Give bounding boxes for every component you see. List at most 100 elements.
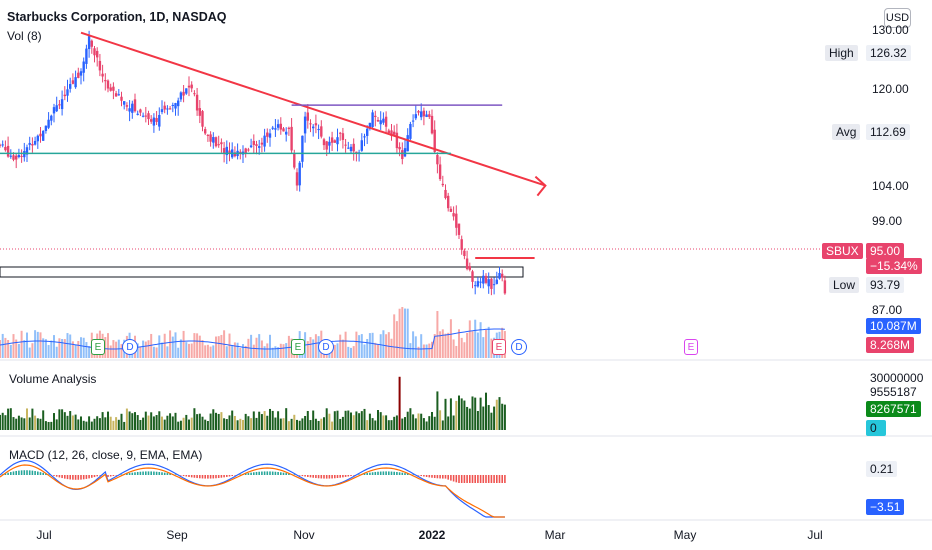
candle-body [266,132,269,137]
volume-bar [142,340,145,358]
volume-ma-tag: 10.087M [866,318,921,334]
dividend-icon[interactable]: D [318,339,334,355]
va-bar [382,415,385,430]
va-bar [39,418,42,430]
candle-body [468,266,471,270]
volume-bar [1,333,4,358]
va-bar [198,413,201,430]
va-bar [452,415,455,430]
earnings-icon[interactable]: E [492,339,506,355]
va-bar [401,418,404,430]
macd-hist-bar [477,475,479,483]
va-bar [147,415,150,430]
candle-body [225,146,228,156]
macd-hist-bar [12,471,15,475]
macd-hist-bar [150,471,152,475]
macd-value-tag: −3.51 [866,499,905,515]
time-label: Jul [807,528,823,542]
volume-bar [422,344,425,358]
candle-body [152,117,156,126]
change-pct-tag: −15.34% [866,258,922,274]
volume-bar [85,342,88,358]
candle-body [17,155,21,158]
va-value-label: 9555187 [870,385,917,399]
va-bar [304,415,307,430]
va-bar [36,418,39,430]
macd-hist-bar [128,473,131,475]
avg-key-label: Avg [832,124,861,140]
va-bar [93,418,96,430]
price-tick: 104.00 [872,179,909,193]
earnings-icon[interactable]: E [291,339,305,355]
macd-hist-bar [158,471,161,475]
macd-hist-bar [163,472,166,475]
candle-body [374,115,377,117]
macd-hist-bar [487,475,490,483]
volume-bar [455,345,458,358]
time-label: 2022 [418,528,446,542]
volume-bar [420,334,423,358]
va-bar [341,416,344,430]
macd-hist-bar [490,475,493,483]
macd-hist-bar [7,472,9,475]
macd-hist-bar [374,471,377,475]
macd-hist-bar [404,473,406,475]
candle-body [128,108,131,112]
va-bar [88,416,91,430]
volume-bar [487,326,490,358]
trend-drawings[interactable] [0,31,547,260]
va-bar [107,411,109,430]
volume-bar [220,334,223,358]
va-bar [17,415,20,430]
volume-bar [466,332,469,358]
candle-body [209,134,212,142]
macd-hist-bar [439,475,441,479]
symbol-title[interactable]: Starbucks Corporation, 1D, NASDAQ [7,10,227,24]
candle-body [79,71,83,76]
volume-analysis-legend[interactable]: Volume Analysis [9,372,97,386]
candle-body [150,119,153,122]
currency-button[interactable]: USD [884,8,911,28]
volume-bar [82,337,85,358]
candle-body [276,124,280,128]
earnings-icon[interactable]: E [91,339,105,355]
macd-hist-bar [244,473,247,475]
candle-body [482,275,485,284]
macd-hist-bar [393,471,395,475]
volume-bar [239,347,242,358]
va-bar [371,418,374,430]
dividend-icon[interactable]: D [511,339,527,355]
va-bar [479,397,482,430]
dividend-icon[interactable]: D [122,339,138,355]
volume-bar [4,337,7,358]
volume-bar [266,343,269,358]
macd-hist-bar [263,471,266,475]
candle-body [312,126,315,129]
candle-body [87,36,91,50]
volume-bar [314,334,317,358]
macd-hist-bar [385,471,387,475]
va-bar [101,412,104,430]
downtrend-arrowhead [534,175,547,197]
macd-hist-bar [42,472,44,475]
candle-body [320,126,323,137]
va-bar [385,415,388,430]
candle-body [4,146,7,151]
candle-body [460,239,463,250]
volume-legend[interactable]: Vol (8) [7,29,42,43]
volume-bar [47,345,50,358]
earnings-icon[interactable]: E [684,339,698,355]
candle-body [206,134,210,136]
va-bar [188,419,190,430]
volume-bar [371,332,374,358]
signal-line [0,464,505,518]
va-bar [44,421,47,430]
high-value-label: 126.32 [866,45,911,61]
volume-bar [377,344,379,358]
macd-legend[interactable]: MACD (12, 26, close, 9, EMA, EMA) [9,448,203,462]
macd-hist-bar [82,475,85,480]
va-bar [428,416,431,430]
va-bar [242,419,244,430]
